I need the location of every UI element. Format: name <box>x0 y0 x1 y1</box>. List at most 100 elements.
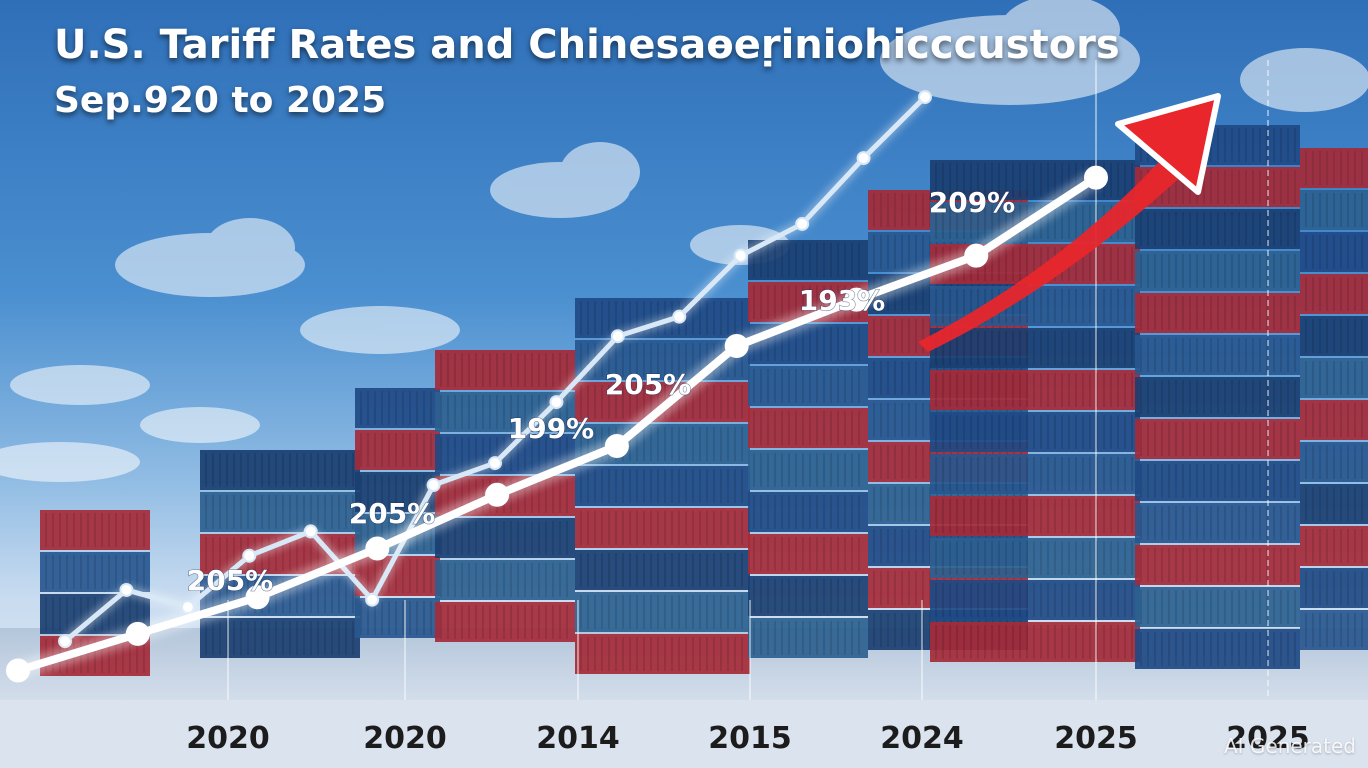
container-box <box>930 412 1140 452</box>
container-box <box>1135 209 1300 249</box>
container-box <box>355 388 440 428</box>
data-point <box>964 243 989 268</box>
container-box <box>930 496 1140 536</box>
container-box <box>748 492 868 532</box>
data-point <box>365 592 380 607</box>
x-tick-label: 2014 <box>536 721 620 756</box>
data-point <box>604 434 629 458</box>
container-box <box>748 408 868 448</box>
container-box <box>748 576 868 616</box>
container-box <box>1300 400 1368 440</box>
data-label: 205% <box>187 564 274 597</box>
container-box <box>1300 610 1368 650</box>
data-label: 205% <box>605 368 692 401</box>
x-tick-label: 2020 <box>186 721 270 756</box>
container-box <box>1300 442 1368 482</box>
container-box <box>1135 293 1300 333</box>
container-box <box>748 534 868 574</box>
container-box <box>1135 461 1300 501</box>
data-point <box>303 524 318 539</box>
container-box <box>575 592 750 632</box>
container-box <box>1300 190 1368 230</box>
data-labels: 205% 205% 199% 205% 193% 209% <box>186 185 1016 597</box>
container-box <box>575 634 750 674</box>
container-box <box>435 350 575 390</box>
container-box <box>748 450 868 490</box>
x-axis-band <box>0 700 1368 768</box>
container-box <box>930 370 1140 410</box>
data-point <box>242 548 257 563</box>
container-box <box>1135 545 1300 585</box>
series-primary <box>6 165 1108 683</box>
container-box <box>930 454 1140 494</box>
container-box <box>1300 526 1368 566</box>
container-box <box>930 622 1140 662</box>
container-box <box>748 366 868 406</box>
container-box <box>1135 377 1300 417</box>
data-point <box>6 658 30 683</box>
container-box <box>748 618 868 658</box>
data-point <box>119 582 134 597</box>
data-point <box>733 248 748 263</box>
trend-arrow <box>918 93 1221 352</box>
x-tick-label: 2024 <box>880 721 964 756</box>
data-point <box>844 287 869 312</box>
container-box <box>355 430 440 470</box>
container-box <box>930 328 1140 368</box>
container-box <box>435 602 575 642</box>
container-box <box>1300 148 1368 188</box>
data-point <box>672 309 687 324</box>
data-point <box>125 621 150 646</box>
data-point <box>549 395 564 410</box>
data-point <box>488 456 502 471</box>
container-box <box>200 450 360 490</box>
container-box <box>930 538 1140 578</box>
container-box <box>930 580 1140 620</box>
container-box <box>200 618 360 658</box>
container-box <box>575 466 750 506</box>
data-point <box>610 329 625 344</box>
chart-title: U.S. Tariff Rates and Chinesaɵeṛiniohicc… <box>54 22 1120 68</box>
watermark: AI Generated <box>1223 734 1356 758</box>
data-point <box>918 90 932 105</box>
container-box <box>1135 335 1300 375</box>
data-label: 209% <box>929 186 1016 219</box>
data-point <box>1084 165 1108 190</box>
data-label: 193% <box>799 284 886 317</box>
x-tick-label: 2025 <box>1226 721 1310 756</box>
data-label: 199% <box>508 412 595 445</box>
x-axis-tick-labels: 2020 2020 2014 2015 2024 2025 2025 <box>186 721 1310 756</box>
container-box <box>1300 232 1368 272</box>
container-box <box>1300 568 1368 608</box>
data-point <box>795 216 810 231</box>
container-box <box>1135 419 1300 459</box>
container-box <box>435 518 575 558</box>
x-tick-label: 2015 <box>708 721 792 756</box>
container-box <box>435 560 575 600</box>
container-box <box>200 492 360 532</box>
clouds <box>0 0 1368 482</box>
series-line <box>14 173 1100 675</box>
container-box <box>1135 503 1300 543</box>
container-box <box>1300 316 1368 356</box>
container-box <box>1135 251 1300 291</box>
container-box <box>1300 358 1368 398</box>
data-label: 205% <box>349 497 436 530</box>
data-point <box>365 536 390 561</box>
data-point <box>724 333 749 358</box>
data-point <box>426 478 441 493</box>
container-box <box>1300 274 1368 314</box>
data-point <box>856 151 871 166</box>
container-box <box>1300 484 1368 524</box>
series-secondary <box>58 90 932 649</box>
data-point <box>485 482 510 507</box>
x-tick-label: 2025 <box>1054 721 1138 756</box>
data-point <box>58 634 72 649</box>
container-box <box>575 508 750 548</box>
container-box <box>1135 587 1300 627</box>
container-box <box>575 550 750 590</box>
chart-subtitle: Sep.920 to 2025 <box>54 80 387 121</box>
x-tick-label: 2020 <box>363 721 447 756</box>
container-box <box>40 510 150 550</box>
